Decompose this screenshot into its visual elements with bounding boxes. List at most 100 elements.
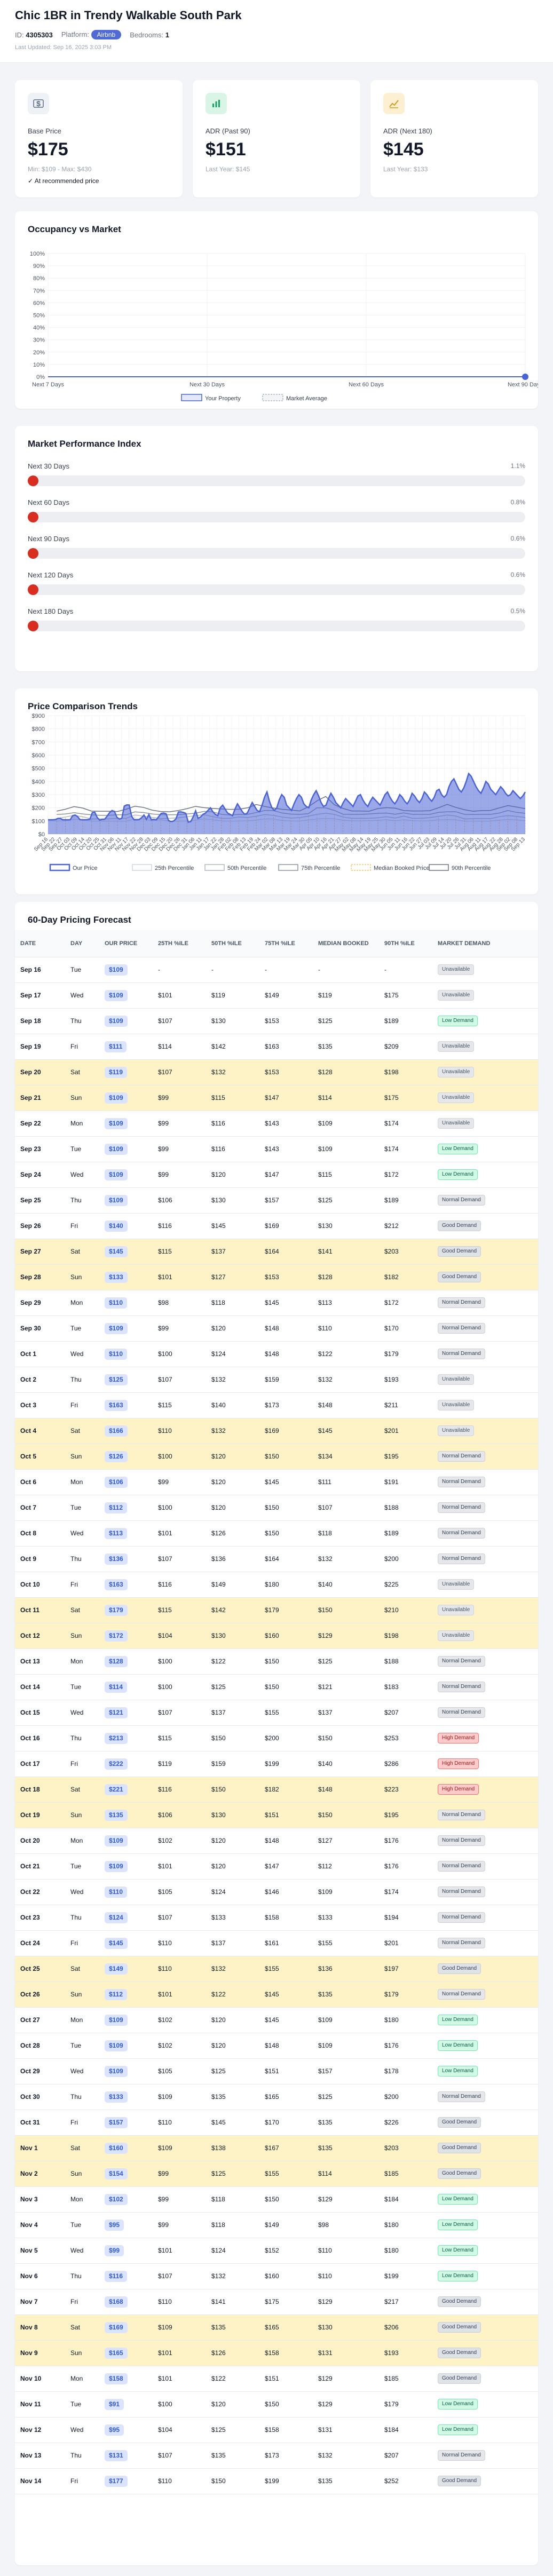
price-pill[interactable]: $109: [105, 1092, 128, 1104]
table-cell: $120: [206, 1495, 259, 1521]
table-cell: Low Demand: [432, 2391, 538, 2418]
table-cell: $109: [99, 1136, 153, 1162]
table-cell: $150: [259, 1520, 313, 1547]
demand-badge: Good Demand: [438, 2168, 481, 2179]
price-pill[interactable]: $109: [105, 1169, 128, 1180]
price-pill[interactable]: $109: [105, 2065, 128, 2077]
table-cell: $153: [259, 1264, 313, 1290]
price-pill[interactable]: $109: [105, 1015, 128, 1027]
price-pill[interactable]: $119: [105, 1066, 128, 1078]
y-tick-label: $700: [32, 739, 45, 746]
demand-badge: Unavailable: [438, 1425, 475, 1437]
price-pill[interactable]: $112: [105, 1988, 128, 2000]
price-pill[interactable]: $140: [105, 1220, 128, 1232]
price-pill[interactable]: $109: [105, 1322, 128, 1334]
table-cell: $101: [153, 2340, 206, 2366]
price-pill[interactable]: $106: [105, 1476, 128, 1488]
price-pill[interactable]: $109: [105, 2040, 128, 2051]
table-cell: $110: [99, 1341, 153, 1367]
row-date: Nov 7: [15, 2289, 65, 2315]
price-pill[interactable]: $163: [105, 1579, 128, 1590]
price-pill[interactable]: $109: [105, 1143, 128, 1155]
demand-badge: Normal Demand: [438, 1502, 485, 1513]
price-pill[interactable]: $116: [105, 2270, 128, 2282]
price-pill[interactable]: $109: [105, 2014, 128, 2026]
demand-badge: Normal Demand: [438, 1451, 485, 1462]
y-tick-label: $400: [32, 779, 45, 785]
price-pill[interactable]: $135: [105, 1809, 128, 1821]
table-cell: $148: [259, 1828, 313, 1854]
price-pill[interactable]: $124: [105, 1912, 128, 1923]
price-pill[interactable]: $110: [105, 1297, 128, 1309]
price-pill[interactable]: $111: [105, 1041, 127, 1052]
demand-badge: Low Demand: [438, 2398, 478, 2410]
price-pill[interactable]: $109: [105, 989, 128, 1001]
chart-icon: [206, 93, 227, 114]
price-pill[interactable]: $133: [105, 2091, 128, 2103]
table-cell: $95: [99, 2417, 153, 2443]
price-pill[interactable]: $102: [105, 2193, 128, 2205]
price-pill[interactable]: $165: [105, 2347, 128, 2359]
price-pill[interactable]: $109: [105, 964, 128, 976]
table-cell: Sat: [65, 2315, 99, 2341]
occupancy-chart: 100% 90% 80% 70% 60% 50% 40% 30% 20% 10% 0%Next 7 …: [30, 251, 538, 402]
row-date: Nov 2: [15, 2161, 65, 2187]
table-cell: $95: [99, 2212, 153, 2238]
price-pill[interactable]: $121: [105, 1707, 128, 1718]
table-cell: $112: [99, 1495, 153, 1521]
price-pill[interactable]: $145: [105, 1937, 128, 1949]
table-cell: $115: [153, 1392, 206, 1418]
table-cell: $101: [153, 982, 206, 1009]
price-pill[interactable]: $112: [105, 1502, 128, 1513]
price-pill[interactable]: $109: [105, 1860, 128, 1872]
table-cell: $222: [99, 1751, 153, 1777]
price-pill[interactable]: $163: [105, 1399, 128, 1411]
price-pill[interactable]: $168: [105, 2296, 128, 2308]
table-cell: $165: [259, 2084, 313, 2110]
table-cell: Fri: [65, 2468, 99, 2494]
price-pill[interactable]: $126: [105, 1451, 128, 1462]
row-date: Oct 22: [15, 1879, 65, 1905]
price-pill[interactable]: $157: [105, 2117, 128, 2128]
row-date: Sep 28: [15, 1264, 65, 1290]
table-cell: $116: [153, 1213, 206, 1239]
page-header: Chic 1BR in Trendy Walkable South Park I…: [0, 0, 553, 63]
price-pill[interactable]: $169: [105, 2321, 128, 2333]
price-pill[interactable]: $179: [105, 1604, 128, 1616]
price-pill[interactable]: $172: [105, 1630, 128, 1642]
price-pill[interactable]: $95: [105, 2219, 124, 2231]
price-pill[interactable]: $166: [105, 1425, 128, 1437]
price-pill[interactable]: $158: [105, 2373, 128, 2384]
table-row: Oct 13 Mon $128 $100 $122 $150 $125 $188 Normal …: [15, 1648, 538, 1675]
price-pill[interactable]: $160: [105, 2142, 128, 2154]
price-pill[interactable]: $91: [105, 2398, 124, 2410]
price-pill[interactable]: $133: [105, 1271, 128, 1283]
table-cell: Good Demand: [432, 2161, 538, 2187]
price-pill[interactable]: $154: [105, 2168, 128, 2179]
price-pill[interactable]: $221: [105, 1784, 128, 1795]
price-pill[interactable]: $110: [105, 1886, 128, 1898]
price-pill[interactable]: $128: [105, 1655, 128, 1667]
price-pill[interactable]: $131: [105, 2450, 128, 2461]
price-pill[interactable]: $110: [105, 1348, 128, 1360]
table-cell: Mon: [65, 1828, 99, 1854]
table-cell: Low Demand: [432, 2033, 538, 2059]
price-pill[interactable]: $222: [105, 1758, 128, 1770]
price-pill[interactable]: $149: [105, 1963, 128, 1975]
price-pill[interactable]: $114: [105, 1681, 128, 1693]
price-pill[interactable]: $95: [105, 2424, 124, 2436]
table-cell: Unavailable: [432, 1034, 538, 1060]
legend-label: 90th Percentile: [452, 865, 491, 871]
price-pill[interactable]: $125: [105, 1374, 128, 1385]
listing-meta: ID: 4305303 Platform: Airbnb Bedrooms: 1: [15, 29, 538, 41]
price-pill[interactable]: $113: [105, 1527, 128, 1539]
price-pill[interactable]: $177: [105, 2475, 128, 2487]
table-cell: Sun: [65, 1623, 99, 1649]
price-pill[interactable]: $145: [105, 1246, 128, 1257]
price-pill[interactable]: $109: [105, 1194, 128, 1206]
price-pill[interactable]: $136: [105, 1553, 128, 1565]
price-pill[interactable]: $213: [105, 1732, 128, 1744]
price-pill[interactable]: $99: [105, 2245, 124, 2256]
price-pill[interactable]: $109: [105, 1117, 128, 1129]
price-pill[interactable]: $109: [105, 1835, 128, 1846]
